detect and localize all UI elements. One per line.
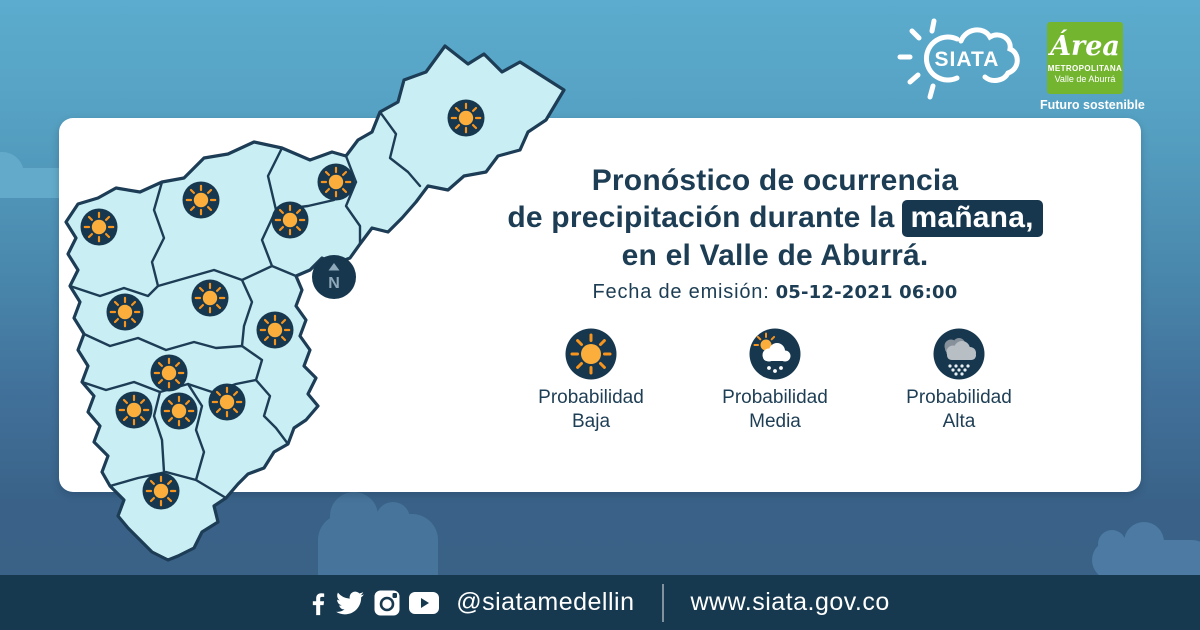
map-marker-sun [256,311,294,349]
legend-item-media: Probabilidad Media [700,328,850,434]
rain-cloud-icon [933,328,985,380]
compass-arrow-icon [328,263,340,271]
compass-north-label: N [328,275,340,292]
emission-value: 05-12-2021 06:00 [775,282,958,303]
background-cloud [1092,522,1200,580]
youtube-icon[interactable] [408,591,440,615]
map-inner-borders [68,110,422,500]
footer-bar: @siatamedellin www.siata.gov.co [0,575,1200,630]
facebook-icon[interactable] [310,588,327,618]
map-marker-sun [182,181,220,219]
emission-label: Fecha de emisión: [592,281,770,303]
page-title: Pronóstico de ocurrencia de precipitació… [439,162,1111,274]
amva-tagline: Futuro sostenible [1040,98,1145,112]
background-cloud [318,492,438,584]
map-marker-sun [80,208,118,246]
legend-item-alta: Probabilidad Alta [884,328,1034,434]
title-line-3: en el Valle de Aburrá. [621,239,929,272]
map-marker-sun [447,99,485,137]
social-handle[interactable]: @siatamedellin [456,588,635,616]
amva-logo: Área METROPOLITANA Valle de Aburrá Futur… [1040,22,1145,112]
north-compass: N [312,255,356,299]
title-line-1: Pronóstico de ocurrencia [591,164,959,197]
legend-item-baja: Probabilidad Baja [516,328,666,434]
title-highlight: mañana, [901,200,1043,237]
valle-de-aburra-map: N [50,28,570,588]
twitter-icon[interactable] [334,589,366,617]
map-marker-sun [160,392,198,430]
map-shape [64,44,566,562]
sun-icon [565,328,617,380]
sun-ray-icon [929,18,937,34]
siata-logo: SIATA [893,14,1033,111]
emission-date: Fecha de emisión: 05-12-2021 06:00 [439,281,1111,304]
map-marker-sun [115,391,153,429]
social-icons [310,588,440,618]
map-marker-sun [271,201,309,239]
sun-arc-icon [924,34,960,83]
footer-divider [661,583,664,622]
map-marker-sun [191,279,229,317]
amva-script-text: Área [1050,31,1120,62]
map-marker-sun [208,383,246,421]
siata-logo-text: SIATA [935,48,1000,71]
legend-label: Probabilidad Alta [906,387,1012,432]
probability-legend: Probabilidad Baja [516,328,1034,434]
title-line-2-prefix: de precipitación durante la [507,201,895,234]
instagram-icon[interactable] [373,589,401,617]
cloud-outline-icon [958,27,1020,83]
map-marker-sun [142,472,180,510]
legend-label: Probabilidad Media [722,387,828,432]
legend-label: Probabilidad Baja [538,387,644,432]
amva-logo-box: Área METROPOLITANA Valle de Aburrá [1047,22,1123,94]
amva-metropolitana-text: METROPOLITANA [1047,64,1123,73]
amva-valle-text: Valle de Aburrá [1054,74,1116,84]
map-marker-sun [317,163,355,201]
website-url[interactable]: www.siata.gov.co [690,588,890,616]
title-line-2: de precipitación durante la mañana, [439,199,1111,237]
sun-cloud-rain-icon [749,328,801,380]
map-marker-sun [150,354,188,392]
map-marker-sun [106,293,144,331]
